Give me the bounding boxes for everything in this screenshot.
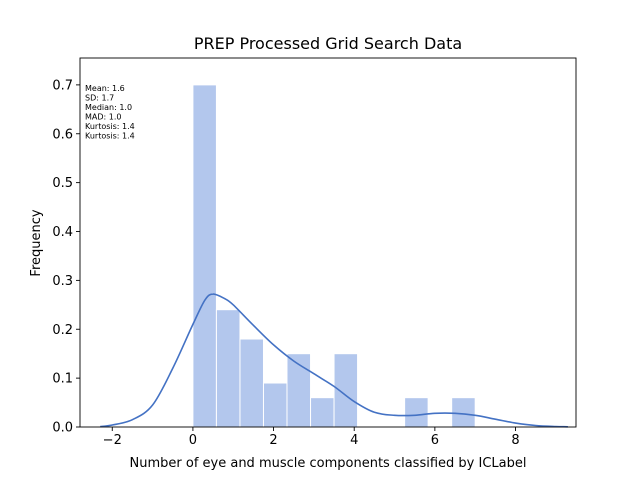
histogram-bars (192, 84, 476, 428)
stat-annotation-line: Mean: 1.6 (85, 84, 125, 93)
histogram-bar-2 (239, 338, 264, 428)
histogram-bar-3 (262, 382, 288, 428)
y-tick-label: 0.1 (52, 372, 73, 387)
axes: −2 0 2 4 6 8 0.0 0.1 0.2 0.3 0.4 0.5 0.6 0.7 (52, 57, 577, 448)
x-tick-label: 4 (350, 433, 358, 448)
x-tick-label: −2 (103, 433, 122, 448)
kde-curve-group (100, 293, 568, 428)
y-tick-label: 0.6 (52, 127, 73, 142)
y-axis-label: Frequency (29, 209, 44, 276)
x-tick-label: 0 (189, 433, 197, 448)
y-tick-label: 0.5 (52, 176, 73, 191)
stat-annotation-line: Kurtosis: 1.4 (85, 122, 135, 131)
y-tick-label: 0.2 (52, 323, 73, 338)
y-tick-label: 0.4 (52, 225, 73, 240)
x-tick-label: 8 (511, 433, 519, 448)
histogram-bar-5 (310, 397, 335, 428)
y-tick-label: 0.0 (52, 421, 73, 436)
histogram-bar-11 (451, 397, 476, 428)
x-tick-label: 2 (269, 433, 277, 448)
stat-annotation-line: Kurtosis: 1.4 (85, 132, 135, 141)
kde-curve (100, 293, 568, 428)
stat-annotation-line: MAD: 1.0 (85, 113, 122, 122)
x-axis-label: Number of eye and muscle components clas… (130, 456, 527, 471)
stat-annotation-line: SD: 1.7 (85, 94, 114, 103)
plot-frame (79, 57, 577, 428)
chart-title: PREP Processed Grid Search Data (194, 34, 462, 53)
stat-annotation-line: Median: 1.0 (85, 103, 132, 112)
y-tick-label: 0.3 (52, 274, 73, 289)
histogram-bar-0 (192, 84, 217, 428)
histogram-bar-9 (404, 397, 429, 428)
histogram-bar-1 (215, 309, 241, 428)
x-tick-label: 6 (431, 433, 439, 448)
histogram-bar-6 (333, 353, 359, 428)
y-tick-label: 0.7 (52, 78, 73, 93)
